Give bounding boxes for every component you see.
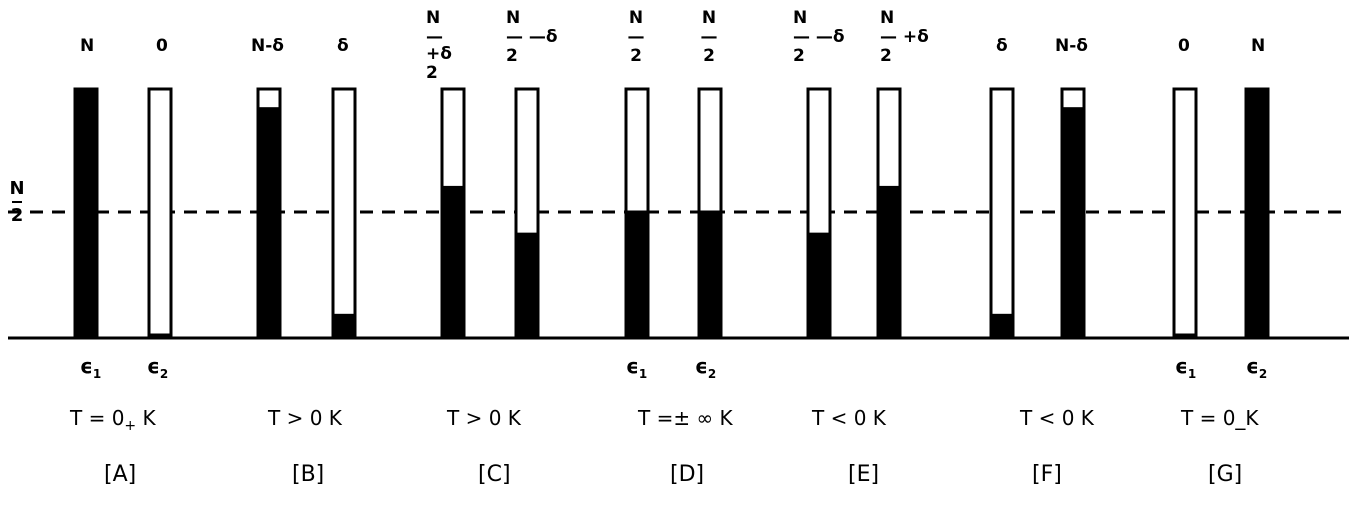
panel-b-label: [B] xyxy=(292,462,325,487)
panel-b-temperature: T > 0 K xyxy=(268,406,342,430)
panel-d-right-den: 2 xyxy=(703,46,715,66)
panel-f-right-top-label: N-δ xyxy=(1055,36,1088,56)
panel-c-right-mid: — —δ xyxy=(506,27,558,47)
panel-b-level-2-bar xyxy=(331,87,357,337)
panel-f-level-2-fill xyxy=(1060,107,1086,337)
panel-c-label: [C] xyxy=(478,462,511,487)
panel-g-epsilon-2: ϵ2 xyxy=(1246,354,1268,381)
panel-b-right-top-label: δ xyxy=(337,36,349,56)
panel-f-level-1-fill xyxy=(989,313,1015,337)
panel-c-left-mid: —+δ xyxy=(426,27,452,64)
panel-e-right-den: 2 xyxy=(880,46,892,66)
panel-d-left-num: N xyxy=(628,8,644,28)
panel-d-left-top-label: N — 2 xyxy=(625,10,647,65)
panel-c-temperature: T > 0 K xyxy=(447,406,521,430)
half-line-denominator: 2 xyxy=(10,205,24,226)
panel-e-left-den: 2 xyxy=(793,46,805,66)
panel-c-left-top-label: N —+δ 2 xyxy=(426,10,466,82)
panel-b-level-1-fill xyxy=(256,107,282,337)
panel-d-right-mid: — xyxy=(700,27,718,47)
panel-c-right-top-label: N — —δ 2 xyxy=(506,10,558,65)
panel-g-left-top-label: 0 xyxy=(1178,36,1190,56)
panel-a-level-1-fill xyxy=(73,87,99,337)
panel-f-left-top-label: δ xyxy=(996,36,1008,56)
half-line-numerator: N xyxy=(9,178,25,199)
panel-g-temperature: T = 0_K xyxy=(1181,406,1259,430)
panel-d-level-2-fill xyxy=(697,210,723,337)
panel-g-epsilon-1: ϵ1 xyxy=(1175,354,1197,381)
panel-e-label: [E] xyxy=(848,462,880,487)
panel-c-right-num: N xyxy=(506,8,521,28)
panel-a-epsilon-2: ϵ2 xyxy=(147,354,169,381)
panel-a-label: [A] xyxy=(104,462,137,487)
panel-g-level-1-bar xyxy=(1172,87,1198,337)
panel-e-left-top-label: N — —δ 2 xyxy=(793,10,845,65)
panel-e-right-mid: — +δ xyxy=(880,27,929,47)
panel-c-level-1-fill xyxy=(440,185,466,337)
panel-g-right-top-label: N xyxy=(1251,36,1266,56)
panel-e-left-mid: — —δ xyxy=(793,27,845,47)
panel-a-left-top-label: N xyxy=(80,36,95,56)
panel-d-temperature: T =± ∞ K xyxy=(638,406,733,430)
panel-e-right-num: N xyxy=(880,8,895,28)
panel-d-right-top-label: N — 2 xyxy=(698,10,720,65)
panel-d-epsilon-1: ϵ1 xyxy=(626,354,648,381)
panel-c-level-2-fill xyxy=(514,232,540,337)
panel-a-temperature: T = 0+ K xyxy=(70,406,156,434)
panel-d-label: [D] xyxy=(670,462,705,487)
half-line-label: N 2 xyxy=(6,180,28,225)
panel-d-right-num: N xyxy=(701,8,717,28)
panel-a-epsilon-1: ϵ1 xyxy=(80,354,102,381)
panel-f-label: [F] xyxy=(1032,462,1062,487)
panel-e-temperature: T < 0 K xyxy=(812,406,886,430)
panel-d-epsilon-2: ϵ2 xyxy=(695,354,717,381)
panel-f-level-1-bar xyxy=(989,87,1015,337)
panel-e-level-2-fill xyxy=(876,185,902,337)
panel-b-left-top-label: N-δ xyxy=(251,36,284,56)
panel-c-right-den: 2 xyxy=(506,46,518,66)
panel-g-level-2-fill xyxy=(1244,87,1270,337)
panel-d-left-den: 2 xyxy=(630,46,642,66)
panel-d-level-1-fill xyxy=(624,210,650,337)
panel-f-temperature: T < 0 K xyxy=(1020,406,1094,430)
panel-e-left-num: N xyxy=(793,8,808,28)
panel-b-level-2-fill xyxy=(331,313,357,337)
bars-group xyxy=(73,87,1270,337)
panel-a-level-2-bar xyxy=(147,87,173,337)
panel-c-left-num: N xyxy=(426,8,441,28)
panel-d-left-mid: — xyxy=(627,27,645,47)
panel-g-label: [G] xyxy=(1208,462,1243,487)
panel-c-left-den: 2 xyxy=(426,63,438,83)
panel-e-level-1-fill xyxy=(806,232,832,337)
panel-e-right-top-label: N — +δ 2 xyxy=(880,10,932,65)
panel-a-right-top-label: 0 xyxy=(156,36,168,56)
